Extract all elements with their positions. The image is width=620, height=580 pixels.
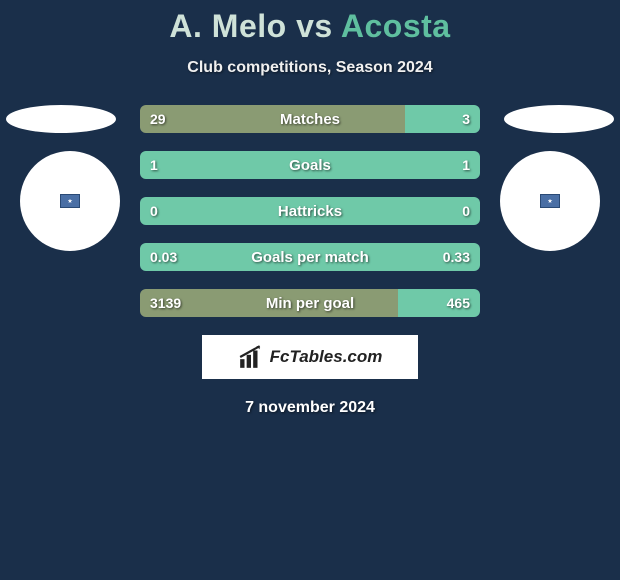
stat-left-value: 29 [150,111,166,127]
stats-bars: 293Matches11Goals00Hattricks0.030.33Goal… [140,105,480,317]
player1-avatar-circle [20,151,120,251]
stat-row: 293Matches [140,105,480,133]
stat-left-value: 1 [150,157,158,173]
stat-right-value: 465 [447,295,470,311]
comparison-arena: 293Matches11Goals00Hattricks0.030.33Goal… [0,105,620,317]
stat-right-value: 1 [462,157,470,173]
bars-icon [238,344,264,370]
logo-text: FcTables.com [270,347,383,367]
player1-base-ellipse [6,105,116,133]
stat-right-value: 0 [462,203,470,219]
stat-row: 0.030.33Goals per match [140,243,480,271]
date-text: 7 november 2024 [0,399,620,417]
stat-left-value: 3139 [150,295,181,311]
stat-left-value: 0 [150,203,158,219]
player2-name: Acosta [341,8,451,44]
comparison-title: A. Melo vs Acosta [0,0,620,45]
player2-avatar-circle [500,151,600,251]
stat-row: 3139465Min per goal [140,289,480,317]
player2-flag-icon [540,194,560,208]
stat-row: 11Goals [140,151,480,179]
player2-base-ellipse [504,105,614,133]
fctables-logo: FcTables.com [202,335,418,379]
player1-flag-icon [60,194,80,208]
vs-text: vs [296,8,333,44]
stat-row: 00Hattricks [140,197,480,225]
stat-right-value: 3 [462,111,470,127]
stat-left-value: 0.03 [150,249,177,265]
stat-right-value: 0.33 [443,249,470,265]
subtitle: Club competitions, Season 2024 [0,59,620,77]
player1-name: A. Melo [169,8,286,44]
